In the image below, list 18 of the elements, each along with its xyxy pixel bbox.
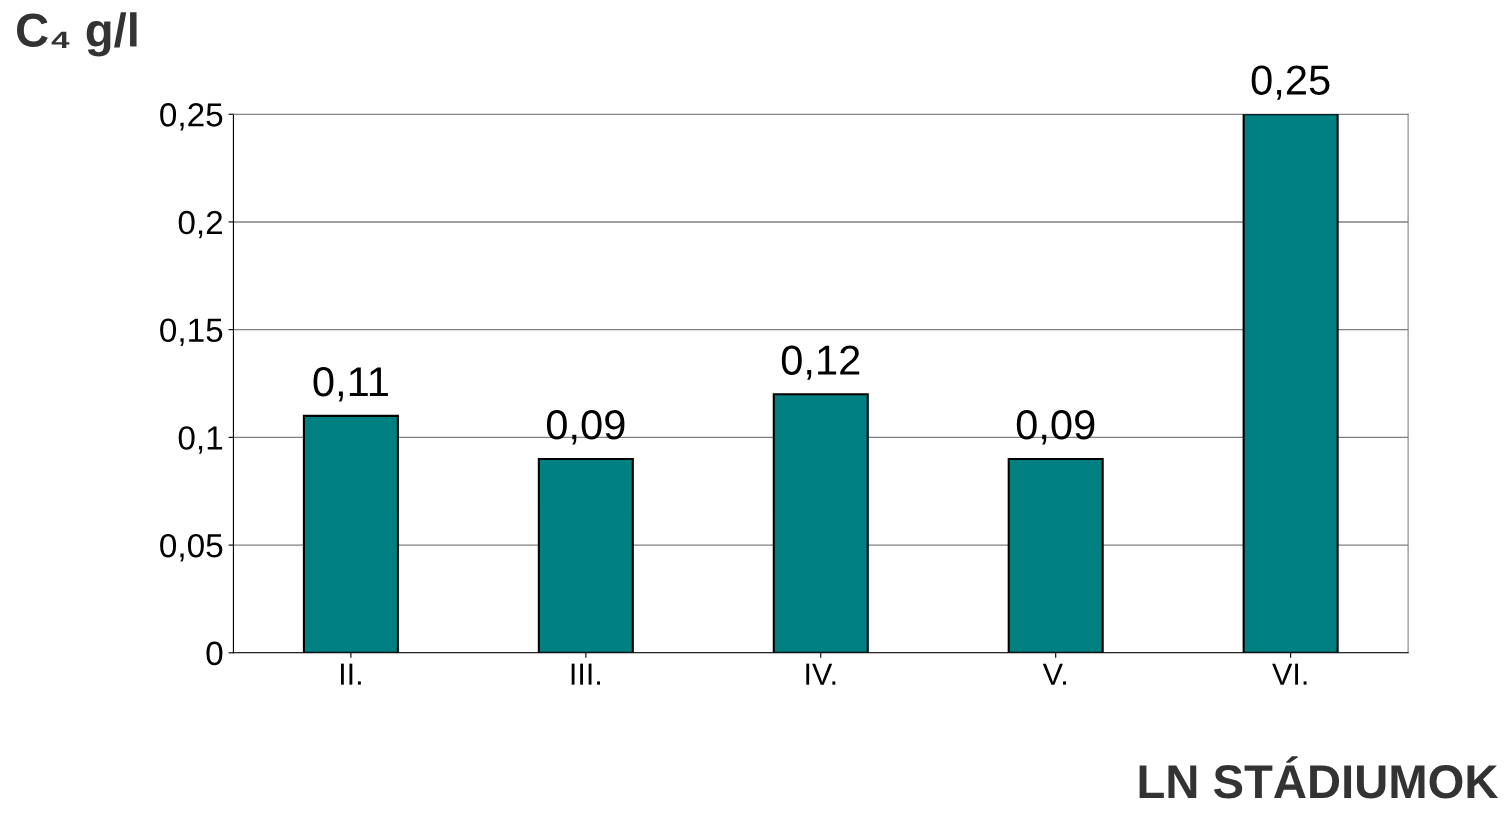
data-label: 0,09	[1016, 410, 1095, 445]
x-tick-label: V.	[1042, 663, 1066, 685]
data-label: 0,11	[313, 366, 388, 402]
y-tick-label: 0,25	[160, 103, 223, 131]
data-label: 0,09	[546, 410, 625, 445]
y-tick-label: 0	[206, 641, 223, 666]
x-axis-title: LN STÁDIUMOK	[1139, 756, 1499, 799]
data-label: 0,12	[781, 345, 860, 380]
y-tick-label: 0,15	[160, 318, 223, 347]
x-tick-label: VI.	[1272, 663, 1307, 685]
y-tick-label: 0,2	[178, 210, 223, 239]
x-tick-label: IV.	[806, 663, 836, 685]
y-tick-label: 0,05	[160, 533, 223, 562]
data-label: 0,25	[1251, 65, 1330, 100]
x-tick-label: II.	[340, 663, 361, 685]
y-tick-label: 0,1	[178, 426, 223, 454]
x-tick-label: III.	[571, 663, 601, 685]
y-axis-title: C₄ g/l	[17, 12, 137, 57]
